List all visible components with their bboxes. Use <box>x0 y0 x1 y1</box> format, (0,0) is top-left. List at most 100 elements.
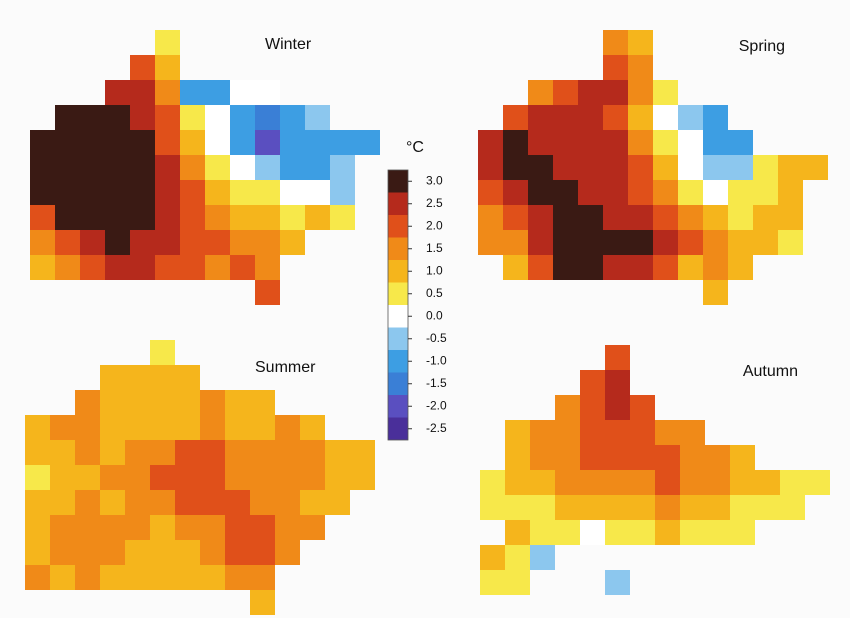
grid-cell <box>30 230 55 255</box>
grid-cell <box>603 255 628 280</box>
grid-cell <box>553 205 578 230</box>
grid-cell <box>630 445 655 470</box>
grid-cell <box>175 515 200 540</box>
grid-cell <box>553 180 578 205</box>
grid-cell <box>205 180 230 205</box>
grid-cell <box>155 205 180 230</box>
grid-cell <box>280 105 305 130</box>
grid-cell <box>150 390 175 415</box>
colorbar-swatch <box>388 417 408 440</box>
colorbar-swatch <box>388 395 408 418</box>
grid-cell <box>150 465 175 490</box>
grid-cell <box>730 520 755 545</box>
grid-cell <box>175 390 200 415</box>
panel-title: Summer <box>255 359 316 376</box>
grid-cell <box>305 105 330 130</box>
grid-cell <box>25 490 50 515</box>
grid-cell <box>255 80 280 105</box>
grid-cell <box>578 255 603 280</box>
grid-cell <box>150 515 175 540</box>
grid-cell <box>605 570 630 595</box>
grid-cell <box>630 420 655 445</box>
grid-cell <box>603 180 628 205</box>
grid-cell <box>50 440 75 465</box>
grid-cell <box>300 440 325 465</box>
grid-cell <box>653 255 678 280</box>
grid-cell <box>603 230 628 255</box>
grid-cell <box>705 495 730 520</box>
grid-cell <box>180 180 205 205</box>
grid-cell <box>705 520 730 545</box>
grid-cell <box>50 565 75 590</box>
grid-cell <box>275 465 300 490</box>
grid-cell <box>653 80 678 105</box>
grid-cell <box>175 440 200 465</box>
grid-cell <box>100 565 125 590</box>
grid-cell <box>653 230 678 255</box>
grid-cell <box>480 470 505 495</box>
colorbar-swatch <box>388 260 408 283</box>
colorbar-tick-label: 2.5 <box>426 196 443 210</box>
grid-cell <box>350 440 375 465</box>
grid-cell <box>678 130 703 155</box>
grid-cell <box>300 415 325 440</box>
grid-cell <box>200 440 225 465</box>
colorbar-swatch <box>388 215 408 238</box>
grid-cell <box>553 230 578 255</box>
grid-cell <box>478 155 503 180</box>
grid-cell <box>528 255 553 280</box>
grid-cell <box>603 55 628 80</box>
grid-cell <box>530 470 555 495</box>
colorbar-unit: °C <box>406 139 424 156</box>
grid-cell <box>25 415 50 440</box>
grid-cell <box>30 155 55 180</box>
grid-cell <box>628 155 653 180</box>
colorbar-tick-label: 0.0 <box>426 308 443 322</box>
grid-cell <box>275 540 300 565</box>
grid-cell <box>528 230 553 255</box>
grid-cell <box>105 205 130 230</box>
grid-cell <box>778 230 803 255</box>
grid-cell <box>80 155 105 180</box>
grid-cell <box>50 465 75 490</box>
grid-cell <box>605 345 630 370</box>
grid-cell <box>628 180 653 205</box>
grid-cell <box>275 515 300 540</box>
grid-cell <box>280 130 305 155</box>
grid-cell <box>630 395 655 420</box>
grid-cell <box>205 80 230 105</box>
grid-cell <box>180 255 205 280</box>
colorbar-swatch <box>388 192 408 215</box>
grid-cell <box>703 280 728 305</box>
grid-cell <box>250 515 275 540</box>
grid-cell <box>55 205 80 230</box>
grid-cell <box>230 205 255 230</box>
grid-cell <box>730 470 755 495</box>
grid-cell <box>628 205 653 230</box>
grid-cell <box>605 520 630 545</box>
grid-cell <box>150 340 175 365</box>
grid-cell <box>125 440 150 465</box>
grid-cell <box>230 230 255 255</box>
grid-cell <box>50 515 75 540</box>
grid-cell <box>75 415 100 440</box>
grid-cell <box>553 80 578 105</box>
grid-cell <box>603 155 628 180</box>
grid-cell <box>255 130 280 155</box>
grid-cell <box>150 540 175 565</box>
grid-cell <box>578 230 603 255</box>
grid-cell <box>100 540 125 565</box>
grid-cell <box>130 130 155 155</box>
colorbar-swatch <box>388 350 408 373</box>
grid-cell <box>603 205 628 230</box>
grid-cell <box>805 470 830 495</box>
grid-cell <box>200 415 225 440</box>
grid-cell <box>478 130 503 155</box>
grid-cell <box>155 130 180 155</box>
grid-cell <box>678 230 703 255</box>
grid-cell <box>130 230 155 255</box>
grid-cell <box>503 255 528 280</box>
grid-cell <box>205 255 230 280</box>
grid-cell <box>528 105 553 130</box>
grid-cell <box>55 105 80 130</box>
